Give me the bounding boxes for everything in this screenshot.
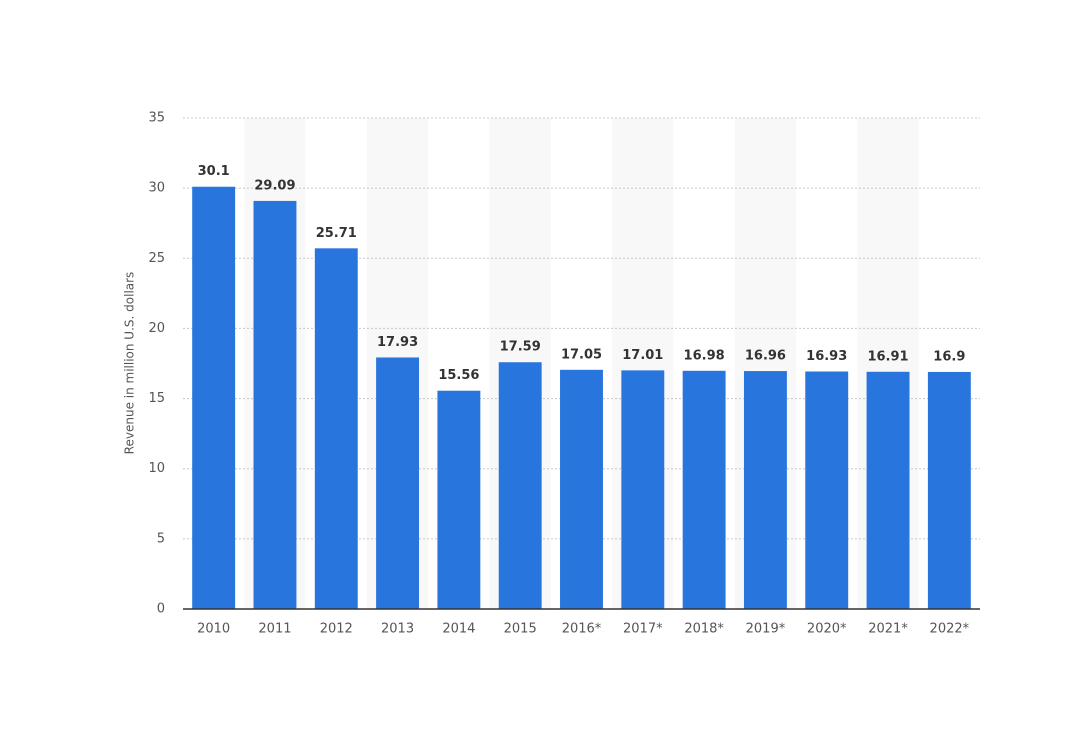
y-axis-label: Revenue in million U.S. dollars [123, 272, 137, 455]
x-tick-label: 2021* [868, 622, 908, 637]
value-label: 16.93 [806, 349, 847, 364]
bar [192, 186, 236, 610]
y-tick-label: 0 [157, 602, 165, 617]
y-tick-label: 15 [148, 391, 165, 406]
bar [866, 371, 910, 609]
x-tick-label: 2013 [381, 622, 414, 637]
bar [437, 390, 481, 609]
x-tick-label: 2020* [807, 622, 847, 637]
value-label: 29.09 [254, 178, 295, 193]
value-label: 17.05 [561, 347, 602, 362]
bar [376, 357, 420, 609]
value-label: 16.9 [933, 349, 965, 364]
value-label: 17.59 [500, 340, 541, 355]
x-tick-label: 2012 [320, 622, 353, 637]
bar [682, 370, 726, 609]
x-tick-label: 2016* [562, 622, 602, 637]
y-tick-label: 30 [148, 181, 165, 196]
value-label: 17.01 [622, 348, 663, 363]
y-tick-label: 10 [148, 461, 165, 476]
x-tick-label: 2018* [684, 622, 724, 637]
x-tick-label: 2017* [623, 622, 663, 637]
value-label: 16.96 [745, 349, 786, 364]
bar [560, 369, 603, 609]
x-tick-label: 2011 [258, 622, 291, 637]
bar [621, 370, 665, 609]
value-label: 16.91 [867, 349, 908, 364]
value-label: 25.71 [316, 226, 357, 241]
bar [498, 362, 542, 609]
bar [805, 371, 849, 609]
bar [314, 248, 358, 609]
x-tick-label: 2022* [930, 622, 970, 637]
value-label: 30.1 [198, 164, 230, 179]
x-tick-label: 2010 [197, 622, 230, 637]
bar [253, 200, 297, 609]
y-tick-label: 25 [148, 251, 165, 266]
y-tick-label: 35 [148, 111, 165, 126]
x-tick-label: 2014 [442, 622, 475, 637]
value-label: 16.98 [684, 348, 725, 363]
bar [743, 371, 787, 609]
y-tick-label: 5 [157, 531, 165, 546]
bar [927, 371, 971, 609]
x-tick-label: 2015 [504, 622, 537, 637]
value-label: 15.56 [438, 368, 479, 383]
y-tick-label: 20 [148, 321, 165, 336]
value-label: 17.93 [377, 335, 418, 350]
x-tick-label: 2019* [746, 622, 786, 637]
